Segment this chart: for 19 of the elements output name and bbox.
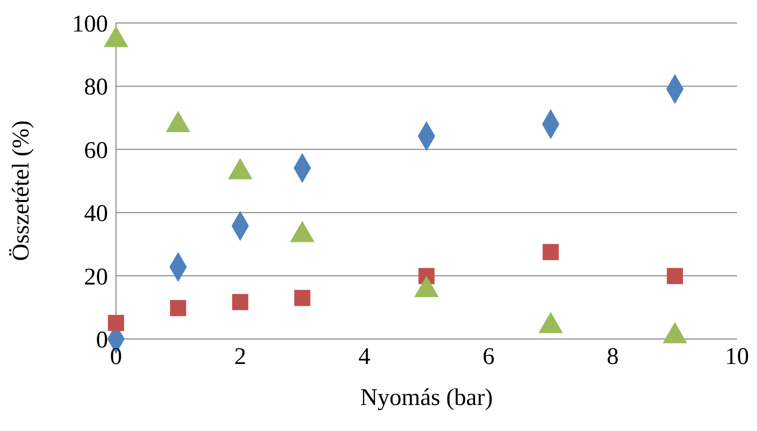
point (108, 314, 124, 331)
x-tick-label: 6 (482, 344, 495, 370)
x-tick-label: 10 (725, 344, 749, 370)
point (170, 300, 186, 316)
y-axis-title: Összetétel (%) (8, 120, 35, 261)
y-tick-label: 80 (84, 74, 108, 101)
point (232, 294, 248, 310)
x-tick-label: 8 (606, 344, 619, 370)
point (542, 244, 559, 260)
y-tick-label: 0 (96, 328, 108, 354)
x-tick-label: 2 (234, 344, 246, 370)
point (294, 290, 310, 306)
y-tick-label: 20 (84, 264, 108, 290)
y-tick-label: 40 (84, 201, 108, 228)
x-axis-title: Nyomás (bar) (360, 385, 493, 411)
y-tick-label: 100 (72, 12, 108, 38)
x-tick-label: 4 (358, 344, 370, 370)
point (666, 268, 683, 284)
y-tick-label: 60 (84, 138, 108, 164)
